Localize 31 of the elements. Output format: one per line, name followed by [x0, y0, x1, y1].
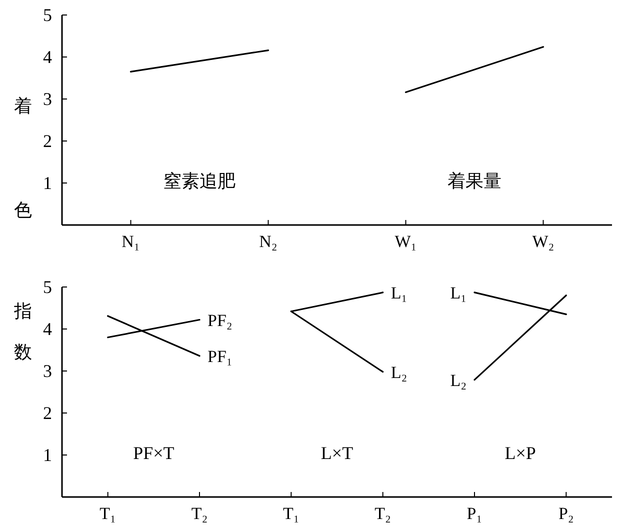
y-tick-label: 3	[43, 89, 52, 109]
y-tick-label: 2	[43, 131, 52, 151]
y-tick-label: 4	[43, 319, 52, 339]
x-tick-label: W₂	[532, 232, 554, 251]
x-tick-label: T₁	[283, 504, 300, 523]
x-tick-label: N₁	[122, 232, 140, 251]
series-label: L₂	[450, 370, 466, 390]
y-tick-label: 3	[43, 361, 52, 381]
x-tick-label: T₂	[191, 504, 208, 523]
x-tick-label: N₂	[259, 232, 278, 251]
x-tick-label: W₁	[394, 232, 417, 251]
annotation: L×P	[504, 443, 536, 463]
y-tick-label: 2	[43, 403, 52, 423]
y-tick-label: 4	[43, 47, 52, 67]
y-tick-label: 5	[43, 277, 52, 297]
series-label: L₂	[390, 362, 408, 382]
annotation: 着果量	[448, 171, 502, 191]
x-tick-label: P₁	[466, 504, 482, 523]
x-tick-label: T₂	[374, 504, 391, 523]
y-tick-label: 1	[43, 173, 52, 193]
series-label: PF₁	[208, 346, 232, 366]
x-tick-label: T₁	[100, 504, 116, 523]
annotation: 窒素追肥	[164, 171, 236, 191]
series-label: L₁	[450, 283, 466, 302]
y-tick-label: 1	[43, 445, 52, 465]
y-tick-label: 5	[43, 5, 52, 25]
series-label: PF₂	[208, 310, 232, 330]
x-tick-label: P₂	[558, 504, 574, 523]
series-label: L₁	[390, 283, 408, 302]
annotation: PF×T	[133, 443, 174, 463]
annotation: L×T	[320, 443, 354, 463]
